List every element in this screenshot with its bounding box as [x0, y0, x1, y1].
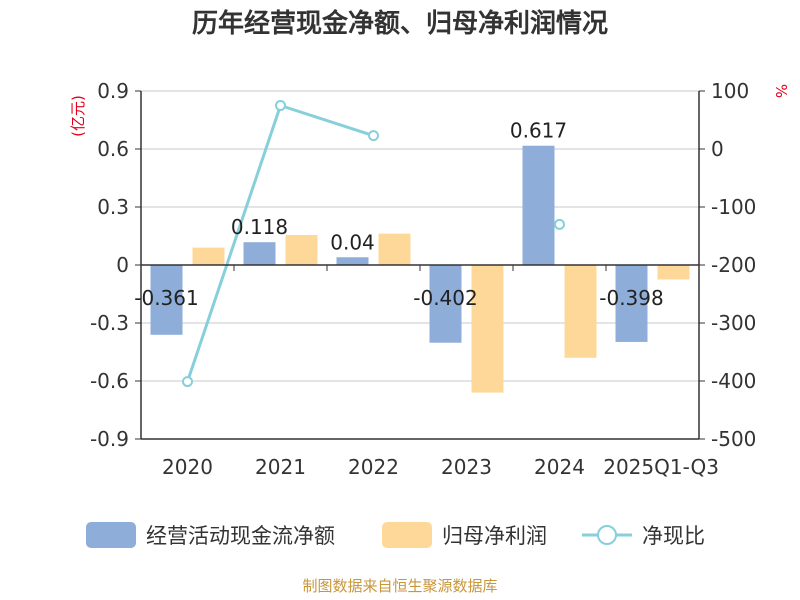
net-profit-bar	[657, 265, 690, 280]
legend: 经营活动现金流净额 归母净利润 净现比	[86, 522, 705, 548]
legend-cashflow-swatch	[86, 522, 136, 548]
left-tick-label: 0.6	[97, 137, 129, 161]
category-label: 2025Q1-Q3	[603, 455, 719, 479]
left-tick-label: -0.6	[90, 369, 129, 393]
right-tick-label: -100	[711, 195, 756, 219]
category-label: 2023	[441, 455, 492, 479]
ratio-line-segment	[280, 104, 374, 138]
chart-title: 历年经营现金净额、归母净利润情况	[192, 8, 608, 39]
legend-ratio-marker	[597, 525, 617, 545]
net-profit-bar	[564, 265, 597, 358]
cashflow-data-label: 0.617	[510, 119, 567, 143]
left-tick-label: 0.9	[97, 79, 129, 103]
legend-label: 经营活动现金流净额	[146, 524, 335, 548]
net-profit-bar	[285, 235, 318, 265]
cashflow-data-label: 0.118	[231, 215, 288, 239]
cashflow-data-label: -0.361	[134, 286, 198, 310]
right-tick-label: 100	[711, 79, 749, 103]
cashflow-bar	[615, 265, 648, 342]
line-series	[182, 100, 565, 388]
cashflow-bar	[150, 265, 183, 335]
ratio-point	[368, 130, 379, 142]
left-tick-label: 0	[116, 253, 129, 277]
source-note: 制图数据来自恒生聚源数据库	[302, 577, 497, 595]
left-tick-label: -0.9	[90, 427, 129, 451]
legend-label: 归母净利润	[442, 524, 547, 548]
cashflow-bar	[522, 145, 555, 265]
cashflow-bar	[243, 242, 276, 265]
right-tick-label: -300	[711, 311, 756, 335]
ratio-point	[182, 376, 193, 388]
category-label: 2021	[255, 455, 306, 479]
cashflow-data-label: -0.398	[599, 286, 663, 310]
right-tick-label: 0	[711, 137, 724, 161]
right-axis-unit: %	[772, 84, 790, 98]
net-profit-bar	[471, 265, 504, 393]
cashflow-bar	[336, 257, 369, 265]
ratio-line-segment	[186, 105, 282, 383]
ratio-point	[554, 218, 565, 230]
legend-profit-swatch	[382, 522, 432, 548]
axes: -0.9 -0.6 -0.3 0 0.3 0.6 0.9 -500 -400 -300 -200 -1…	[90, 79, 756, 479]
category-label: 2022	[348, 455, 399, 479]
ratio-point	[275, 100, 286, 111]
net-profit-bar	[192, 247, 225, 265]
right-tick-label: -500	[711, 427, 756, 451]
cashflow-bar	[429, 265, 462, 343]
left-tick-label: 0.3	[97, 195, 129, 219]
right-tick-label: -200	[711, 253, 756, 277]
right-tick-label: -400	[711, 369, 756, 393]
left-tick-label: -0.3	[90, 311, 129, 335]
net-profit-bar	[378, 233, 411, 265]
category-label: 2024	[534, 455, 585, 479]
cashflow-data-label: -0.402	[413, 286, 477, 310]
left-axis-unit: (亿元)	[69, 95, 87, 137]
data-labels: -0.361 0.118 0.04 -0.402 0.617 -0.398	[134, 119, 663, 310]
category-label: 2020	[162, 455, 213, 479]
legend-label: 净现比	[642, 524, 705, 548]
bars	[150, 145, 690, 393]
cashflow-data-label: 0.04	[330, 230, 375, 254]
